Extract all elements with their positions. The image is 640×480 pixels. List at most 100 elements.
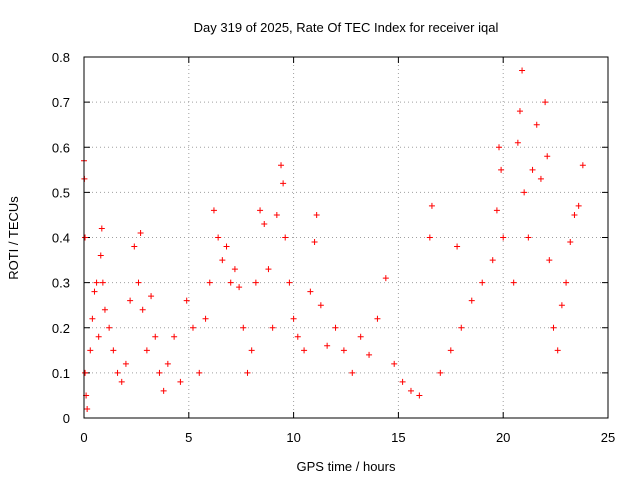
data-point: [391, 360, 398, 367]
x-tick-label: 5: [185, 430, 192, 445]
data-point: [544, 153, 551, 160]
data-point: [93, 279, 100, 286]
data-point: [521, 189, 528, 196]
y-tick-label: 0.7: [52, 95, 70, 110]
data-point: [244, 369, 251, 376]
data-point: [468, 297, 475, 304]
y-tick-label: 0.2: [52, 321, 70, 336]
x-tick-label: 20: [496, 430, 510, 445]
data-point: [261, 220, 268, 227]
data-point: [282, 234, 289, 241]
data-point: [257, 207, 264, 214]
data-point: [286, 279, 293, 286]
data-point: [148, 293, 155, 300]
data-point: [91, 288, 98, 295]
data-point: [98, 225, 105, 232]
data-point: [171, 333, 178, 340]
data-point: [84, 405, 91, 412]
data-point: [99, 279, 106, 286]
data-point: [496, 144, 503, 151]
y-tick-label: 0.5: [52, 185, 70, 200]
data-point: [533, 121, 540, 128]
y-tick-label: 0.3: [52, 276, 70, 291]
data-point: [498, 166, 505, 173]
data-point: [332, 324, 339, 331]
data-point: [183, 297, 190, 304]
data-point: [135, 279, 142, 286]
data-point: [127, 297, 134, 304]
data-point: [479, 279, 486, 286]
data-point: [311, 239, 318, 246]
data-point: [458, 324, 465, 331]
axis-ticks: 0 5 10 15 20 25 0 0.1 0.2 0.3 0.4 0.5 0.6 0.7 0.8: [52, 50, 615, 445]
data-point: [122, 360, 129, 367]
data-point: [500, 234, 507, 241]
data-point: [542, 99, 549, 106]
y-axis-label: ROTI / TECUs: [6, 196, 21, 280]
data-point: [215, 234, 222, 241]
data-point: [340, 347, 347, 354]
data-point: [550, 324, 557, 331]
data-point: [426, 234, 433, 241]
y-tick-label: 0.8: [52, 50, 70, 65]
data-point: [223, 243, 230, 250]
data-point: [366, 351, 373, 358]
data-point: [164, 360, 171, 367]
chart-title: Day 319 of 2025, Rate Of TEC Index for r…: [194, 20, 499, 35]
data-point: [546, 257, 553, 264]
data-point: [265, 266, 272, 273]
data-point: [519, 67, 526, 74]
data-point: [210, 207, 217, 214]
data-point: [447, 347, 454, 354]
data-point: [537, 175, 544, 182]
data-point: [139, 306, 146, 313]
data-point: [82, 369, 89, 376]
data-point: [313, 211, 320, 218]
data-point: [231, 266, 238, 273]
data-point: [189, 324, 196, 331]
data-point: [579, 162, 586, 169]
y-tick-label: 0: [63, 411, 70, 426]
data-point: [131, 243, 138, 250]
data-point: [428, 202, 435, 209]
plot-frame: [83, 56, 609, 419]
data-point: [196, 369, 203, 376]
data-point: [206, 279, 213, 286]
data-point: [563, 279, 570, 286]
data-point: [567, 239, 574, 246]
data-point: [202, 315, 209, 322]
data-point: [575, 202, 582, 209]
data-point: [269, 324, 276, 331]
data-point: [558, 302, 565, 309]
data-point: [156, 369, 163, 376]
data-point: [399, 378, 406, 385]
data-point: [114, 369, 121, 376]
data-point: [514, 139, 521, 146]
data-point: [97, 252, 104, 259]
data-point: [248, 347, 255, 354]
data-point: [240, 324, 247, 331]
data-point: [489, 257, 496, 264]
data-point: [227, 279, 234, 286]
data-point: [374, 315, 381, 322]
data-point: [252, 279, 259, 286]
x-tick-label: 25: [601, 430, 615, 445]
data-point: [554, 347, 561, 354]
data-point: [89, 315, 96, 322]
data-point: [437, 369, 444, 376]
data-point: [160, 387, 167, 394]
data-points: [81, 67, 586, 412]
data-point: [317, 302, 324, 309]
y-tick-label: 0.4: [52, 231, 70, 246]
data-point: [110, 347, 117, 354]
data-point: [278, 162, 285, 169]
data-point: [294, 333, 301, 340]
data-point: [95, 333, 102, 340]
data-point: [516, 108, 523, 115]
x-axis-label: GPS time / hours: [297, 459, 396, 474]
x-tick-label: 10: [286, 430, 300, 445]
data-point: [137, 229, 144, 236]
data-point: [382, 275, 389, 282]
